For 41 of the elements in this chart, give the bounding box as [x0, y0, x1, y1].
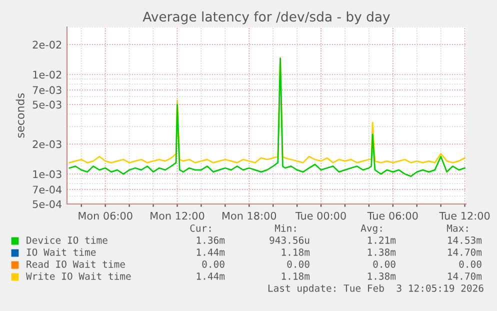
text: 0.00 — [287, 260, 310, 268]
x-tick-label: Mon 06:00 — [78, 212, 132, 220]
text: Cur: — [190, 224, 211, 232]
y-tick-label: 1e-02 — [33, 70, 62, 79]
text: 1.18m — [282, 248, 310, 256]
text: 943.56u — [270, 236, 310, 244]
y-tick-label: 1e-03 — [33, 170, 62, 178]
text: Avg: — [360, 224, 382, 234]
y-tick-label: 2e-02 — [32, 40, 62, 49]
chart-title: Average latency for /dev/sda - by day — [142, 11, 390, 24]
text: 1.18m — [282, 272, 310, 280]
y-axis-title: seconds — [16, 93, 24, 138]
text: 1.36m — [196, 236, 225, 244]
legend-label: Read IO Wait time — [26, 260, 125, 268]
y-tick-label: 7e-04 — [32, 186, 62, 194]
x-tick-label: Tue 06:00 — [367, 212, 418, 220]
y-tick-label: 7e-03 — [32, 86, 62, 94]
text: 14.53m — [448, 236, 482, 244]
text: 1.38m — [368, 248, 396, 256]
legend-label: Device IO time — [26, 236, 108, 244]
x-tick-label: Mon 12:00 — [150, 212, 204, 220]
x-tick-label: Tue 00:00 — [295, 212, 346, 220]
text: 1.21m — [368, 236, 396, 244]
text: Max: — [446, 224, 468, 232]
x-tick-label: Tue 12:00 — [439, 212, 490, 220]
y-tick-label: 5e-03 — [32, 100, 62, 109]
text: 0.00 — [459, 260, 482, 268]
text: 1.38m — [368, 272, 396, 280]
text: 0.00 — [202, 260, 224, 268]
text: 1.44m — [196, 248, 225, 256]
legend-label: Write IO Wait time — [26, 272, 131, 280]
text: 14.70m — [448, 272, 482, 280]
legend-label: IO Wait time — [26, 248, 96, 256]
text: 14.70m — [448, 248, 482, 256]
text: 1.44m — [196, 272, 225, 280]
x-tick-label: Mon 18:00 — [222, 212, 276, 220]
y-tick-label: 2e-03 — [32, 140, 62, 148]
y-tick-label: 5e-04 — [32, 200, 62, 208]
text: Last update: Tue Feb 3 12:05:19 2026 — [268, 284, 484, 294]
text: Min: — [274, 224, 296, 232]
text: 0.00 — [373, 260, 396, 268]
